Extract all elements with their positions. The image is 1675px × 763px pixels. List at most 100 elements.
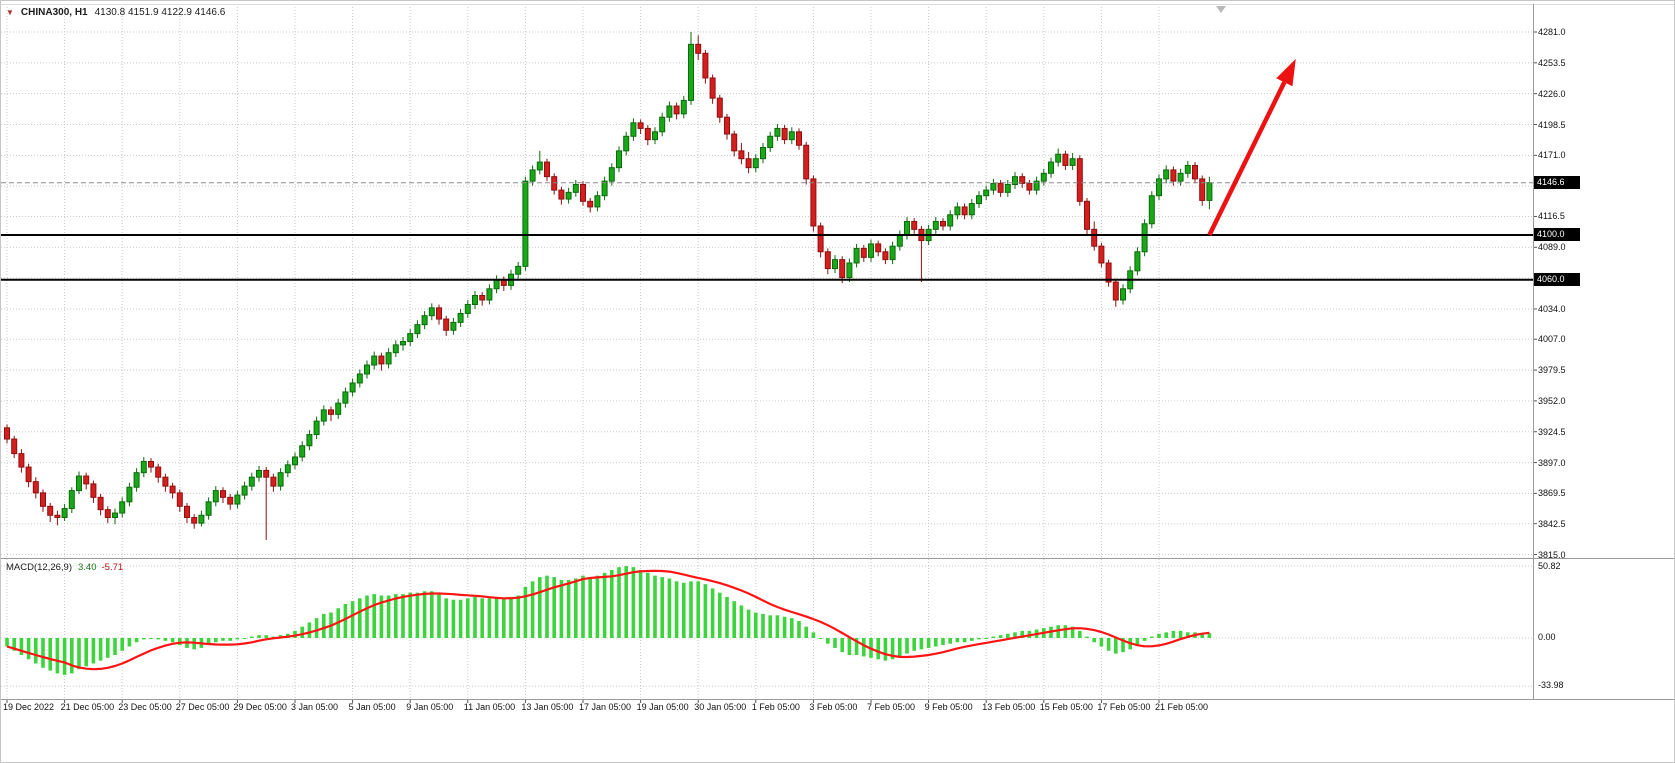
macd-histogram-bar bbox=[466, 598, 470, 638]
macd-histogram-bar bbox=[638, 569, 643, 638]
macd-histogram-bar bbox=[62, 638, 67, 675]
candle-body bbox=[414, 324, 421, 335]
candle-body bbox=[25, 466, 32, 483]
candle-body bbox=[882, 251, 889, 261]
candle-body bbox=[680, 99, 687, 115]
price-axis-label: 4281.0 bbox=[1538, 27, 1566, 37]
macd-histogram-bar bbox=[732, 601, 736, 638]
candle-body bbox=[817, 225, 824, 253]
trend-arrow-shaft[interactable] bbox=[1207, 81, 1287, 236]
macd-histogram-bar bbox=[602, 572, 607, 638]
macd-panel-separator bbox=[1, 558, 1674, 559]
candle-body bbox=[364, 364, 370, 375]
macd-histogram-bar bbox=[502, 598, 506, 638]
macd-histogram-bar bbox=[516, 595, 520, 638]
macd-histogram-bar bbox=[257, 635, 261, 638]
candle-body bbox=[1105, 262, 1112, 283]
macd-histogram-bar bbox=[1150, 636, 1154, 638]
macd-histogram-bar bbox=[1114, 638, 1118, 654]
macd-main-value: 3.40 bbox=[78, 562, 97, 573]
trend-arrow-head[interactable] bbox=[1276, 58, 1296, 87]
macd-histogram-bar bbox=[941, 638, 945, 646]
macd-histogram-bar bbox=[70, 638, 74, 674]
macd-histogram-bar bbox=[811, 632, 816, 638]
macd-histogram-bar bbox=[559, 579, 564, 638]
macd-histogram-bar bbox=[530, 581, 535, 638]
candle-body bbox=[32, 481, 39, 494]
candle-body bbox=[40, 492, 46, 507]
candle-body bbox=[875, 243, 882, 253]
macd-histogram-bar bbox=[473, 596, 477, 638]
candle-body bbox=[976, 195, 982, 205]
candle-body bbox=[126, 486, 133, 503]
candle-body bbox=[335, 402, 342, 415]
candle-body bbox=[932, 220, 939, 230]
macd-histogram-bar bbox=[653, 575, 657, 638]
macd-histogram-bar bbox=[977, 638, 981, 640]
candle-body bbox=[911, 220, 918, 230]
candle-body bbox=[889, 245, 896, 261]
time-axis-label: 15 Feb 05:00 bbox=[1039, 702, 1093, 712]
macd-histogram-bar bbox=[163, 638, 168, 641]
chart-menu-icon[interactable]: ▼ bbox=[6, 7, 14, 17]
candle-body bbox=[479, 295, 486, 301]
macd-histogram-bar bbox=[710, 588, 715, 638]
macd-histogram-bar bbox=[574, 578, 578, 638]
macd-histogram-bar bbox=[1106, 638, 1111, 651]
macd-histogram-bar bbox=[178, 638, 182, 646]
candle-body bbox=[1163, 169, 1170, 180]
macd-histogram-bar bbox=[228, 638, 232, 641]
price-axis-label: 4198.5 bbox=[1538, 119, 1566, 130]
candle-body bbox=[594, 195, 601, 208]
macd-signal-value: -5.71 bbox=[101, 562, 124, 573]
macd-histogram-bar bbox=[581, 575, 585, 638]
candle-body bbox=[148, 460, 154, 468]
macd-histogram-bar bbox=[84, 638, 88, 667]
candle-body bbox=[1048, 161, 1054, 174]
candle-body bbox=[515, 265, 522, 275]
macd-histogram-bar bbox=[1056, 625, 1060, 638]
candle-body bbox=[54, 514, 61, 519]
candle-body bbox=[724, 116, 730, 135]
candle-body bbox=[205, 501, 212, 516]
price-axis-label: 3979.5 bbox=[1538, 365, 1566, 376]
candle-body bbox=[457, 312, 464, 323]
candle-body bbox=[140, 460, 147, 474]
candle-body bbox=[256, 469, 262, 478]
price-axis-label: 4007.0 bbox=[1538, 334, 1566, 345]
macd-histogram-bar bbox=[826, 638, 830, 644]
candle-body bbox=[234, 494, 241, 505]
macd-histogram-bar bbox=[948, 638, 952, 644]
macd-histogram-bar bbox=[77, 638, 81, 670]
candle-body bbox=[1199, 178, 1206, 201]
price-axis-label: 3897.0 bbox=[1538, 457, 1566, 468]
candle-body bbox=[227, 496, 234, 505]
macd-histogram-bar bbox=[1013, 632, 1017, 638]
macd-histogram-bar bbox=[19, 638, 24, 656]
macd-histogram-bar bbox=[991, 636, 996, 638]
candle-body bbox=[565, 191, 572, 200]
candle-body bbox=[1156, 178, 1162, 197]
candle-body bbox=[1091, 228, 1098, 247]
macd-histogram-bar bbox=[5, 638, 9, 647]
time-axis-label: 21 Dec 05:00 bbox=[60, 702, 115, 712]
chart-shift-icon[interactable] bbox=[1216, 6, 1226, 13]
macd-histogram-bar bbox=[566, 579, 571, 638]
macd-histogram-bar bbox=[854, 638, 859, 656]
macd-histogram-bar bbox=[847, 638, 852, 656]
macd-histogram-bar bbox=[595, 575, 600, 638]
candle-body bbox=[1120, 288, 1126, 301]
time-axis-label: 3 Feb 05:00 bbox=[809, 702, 858, 712]
macd-histogram-bar bbox=[113, 638, 117, 656]
macd-histogram-bar bbox=[106, 638, 110, 658]
candle-body bbox=[580, 183, 586, 202]
chart-top-border bbox=[1, 4, 1674, 5]
candle-body bbox=[983, 189, 990, 197]
macd-histogram-bar bbox=[365, 595, 369, 638]
candle-body bbox=[486, 288, 493, 301]
candle-body bbox=[1040, 172, 1047, 182]
